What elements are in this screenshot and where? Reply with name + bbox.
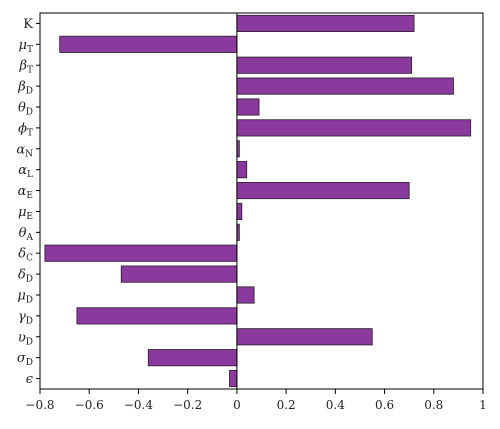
bar-γ-D bbox=[76, 307, 238, 325]
x-tick-label: −0.4 bbox=[124, 398, 154, 412]
bars-layer bbox=[44, 14, 472, 388]
y-tick-label: αE bbox=[18, 184, 33, 201]
y-tick-label: K bbox=[23, 17, 33, 32]
y-tick-label: θD bbox=[18, 101, 33, 118]
x-tick-label: 0.8 bbox=[424, 398, 443, 412]
y-tick-label: δD bbox=[18, 268, 33, 285]
x-tick-label: 1 bbox=[479, 398, 487, 412]
y-tick-label: γD bbox=[18, 309, 33, 326]
bar-α-L bbox=[236, 161, 248, 179]
bar-θ-D bbox=[236, 98, 260, 116]
bar-υ-D bbox=[236, 328, 373, 346]
bar-β-D bbox=[236, 77, 454, 95]
y-tick-label: ϵ bbox=[26, 372, 34, 387]
plot-frame bbox=[39, 12, 484, 390]
bar-K bbox=[236, 14, 415, 32]
x-tick-label: 0.2 bbox=[277, 398, 296, 412]
x-tick-label: −0.6 bbox=[75, 398, 104, 412]
bar-μ-E bbox=[236, 202, 243, 220]
bar-σ-D bbox=[147, 349, 238, 367]
bar-μ-D bbox=[236, 286, 255, 304]
bar-μ-T bbox=[59, 35, 238, 53]
y-axis: KμT βT βD θD ϕT αN αL αE μE θA δC δD μD γD υD σD ϵ bbox=[16, 17, 40, 387]
y-tick-label: θA bbox=[19, 226, 34, 243]
bar-δ-D bbox=[120, 265, 238, 283]
x-tick-label: 0 bbox=[233, 398, 241, 412]
bar-α-E bbox=[236, 182, 410, 200]
y-tick-label: μT bbox=[19, 38, 33, 55]
y-tick-label: σD bbox=[17, 351, 33, 368]
y-tick-label: ϕT bbox=[18, 121, 33, 138]
y-tick-label: αL bbox=[18, 163, 33, 180]
x-tick-label: −0.8 bbox=[25, 398, 54, 412]
bar-β-T bbox=[236, 56, 413, 74]
y-tick-label: βT bbox=[18, 59, 33, 76]
x-tick-label: −0.2 bbox=[173, 398, 202, 412]
y-tick-label: δC bbox=[18, 247, 33, 264]
x-tick-label: 0.6 bbox=[375, 398, 394, 412]
x-axis: −0.8 −0.6 −0.4 −0.2 0 0.2 0.4 0.6 0.8 1 bbox=[25, 389, 487, 412]
x-tick-label: 0.4 bbox=[326, 398, 345, 412]
bar-ϵ bbox=[229, 370, 238, 388]
bar-ϕ-T bbox=[236, 119, 472, 137]
bar-δ-C bbox=[44, 244, 238, 262]
y-tick-label: μD bbox=[17, 289, 33, 306]
y-tick-label: υD bbox=[18, 330, 33, 347]
y-tick-label: μE bbox=[18, 205, 33, 222]
y-tick-label: βD bbox=[17, 80, 33, 97]
y-tick-label: αN bbox=[16, 142, 33, 159]
